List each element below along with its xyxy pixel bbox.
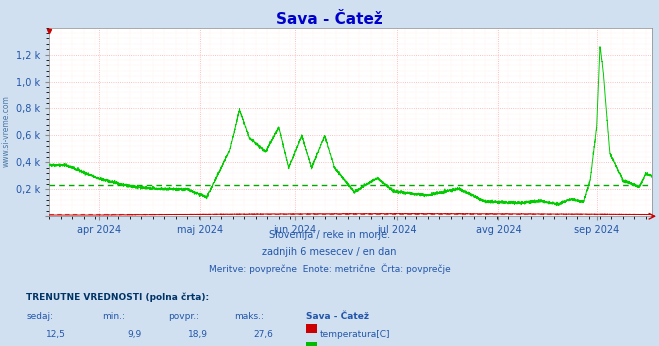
Text: zadnjih 6 mesecev / en dan: zadnjih 6 mesecev / en dan <box>262 247 397 257</box>
Text: povpr.:: povpr.: <box>168 312 199 321</box>
Text: temperatura[C]: temperatura[C] <box>320 330 390 339</box>
Text: www.si-vreme.com: www.si-vreme.com <box>2 95 11 167</box>
Text: 12,5: 12,5 <box>46 330 66 339</box>
Text: min.:: min.: <box>102 312 125 321</box>
Text: Sava - Čatež: Sava - Čatež <box>276 12 383 27</box>
Text: 9,9: 9,9 <box>127 330 142 339</box>
Text: TRENUTNE VREDNOSTI (polna črta):: TRENUTNE VREDNOSTI (polna črta): <box>26 292 210 302</box>
Text: Slovenija / reke in morje.: Slovenija / reke in morje. <box>269 230 390 240</box>
Text: Sava - Čatež: Sava - Čatež <box>306 312 370 321</box>
Text: 18,9: 18,9 <box>188 330 208 339</box>
Text: maks.:: maks.: <box>234 312 264 321</box>
Text: 27,6: 27,6 <box>254 330 273 339</box>
Text: sedaj:: sedaj: <box>26 312 53 321</box>
Text: Meritve: povprečne  Enote: metrične  Črta: povprečje: Meritve: povprečne Enote: metrične Črta:… <box>209 263 450 274</box>
